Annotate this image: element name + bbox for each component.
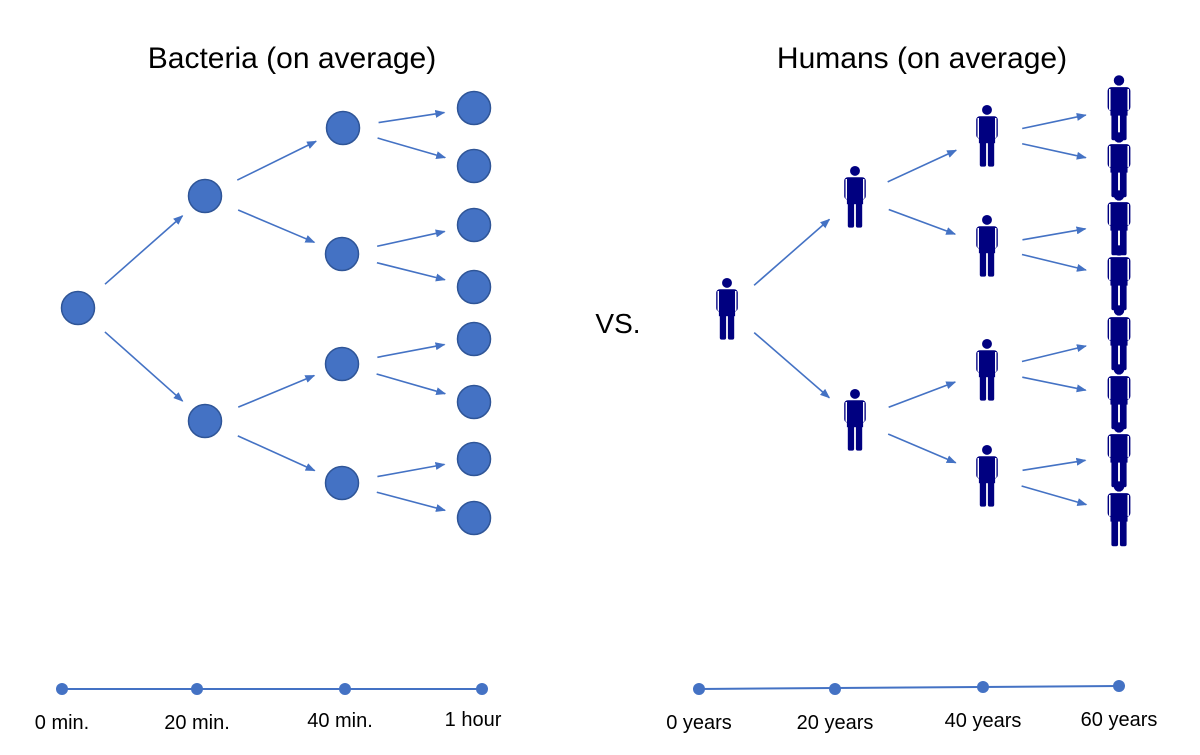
division-arrow	[377, 137, 447, 159]
division-arrow	[376, 261, 446, 282]
person-icon	[976, 214, 998, 277]
person-icon	[976, 104, 998, 167]
division-arrow	[237, 435, 316, 472]
division-arrow	[376, 229, 446, 248]
timeline-dot	[829, 683, 841, 695]
person-icon	[1107, 75, 1131, 141]
division-arrow	[887, 149, 958, 183]
humans-generation-tree	[716, 75, 1131, 547]
person-icon	[1107, 364, 1131, 430]
division-arrow	[1022, 113, 1087, 130]
division-arrow	[237, 209, 316, 244]
bacterium-icon	[456, 321, 492, 357]
person-icon	[844, 388, 866, 451]
timeline-dot	[56, 683, 68, 695]
timeline-label-1: 20 min.	[164, 712, 230, 734]
division-arrow	[104, 215, 184, 285]
division-arrow	[888, 208, 957, 235]
division-arrow	[1021, 253, 1087, 272]
bacterium-icon	[456, 269, 492, 305]
timeline-dot	[1113, 680, 1125, 692]
bacterium-icon	[456, 207, 492, 243]
division-arrow	[376, 373, 447, 396]
person-icon	[976, 444, 998, 507]
division-arrow	[1022, 376, 1087, 393]
bacterium-icon	[325, 110, 361, 146]
bacterium-icon	[324, 346, 360, 382]
timeline-label-3: 60 years	[1081, 709, 1158, 731]
division-arrow	[1021, 485, 1088, 506]
division-arrow	[1022, 226, 1087, 241]
timeline-label-2: 40 years	[945, 710, 1022, 732]
timeline-label-3: 1 hour	[445, 709, 502, 731]
division-arrow	[753, 218, 831, 286]
bacterium-icon	[324, 465, 360, 501]
timeline-label-1: 20 years	[797, 712, 874, 734]
division-arrow	[236, 140, 317, 181]
bacterium-icon	[324, 236, 360, 272]
vs-separator: VS.	[595, 308, 640, 339]
person-icon	[1107, 422, 1131, 488]
person-icon	[844, 165, 866, 228]
bacterium-icon	[60, 290, 96, 326]
timeline-dot	[977, 681, 989, 693]
bacteria-title: Bacteria (on average)	[148, 42, 437, 75]
timeline-label-0: 0 min.	[35, 712, 89, 734]
timeline-dot	[191, 683, 203, 695]
division-arrow	[888, 381, 957, 408]
person-icon	[1107, 305, 1131, 371]
division-arrow	[378, 109, 446, 124]
timeline-label-2: 40 min.	[307, 710, 373, 732]
bacterium-icon	[456, 90, 492, 126]
bacterium-icon	[456, 500, 492, 536]
timeline-dot	[693, 683, 705, 695]
person-icon	[1107, 190, 1131, 256]
division-arrow	[377, 462, 446, 478]
division-arrow	[104, 331, 184, 402]
bacterium-icon	[456, 441, 492, 477]
person-icon	[716, 277, 738, 340]
division-arrow	[887, 433, 957, 464]
bacterium-icon	[456, 384, 492, 420]
person-icon	[976, 338, 998, 401]
division-arrow	[376, 491, 446, 512]
timeline-label-0: 0 years	[666, 712, 732, 734]
bacterium-icon	[456, 148, 492, 184]
humans-title: Humans (on average)	[777, 42, 1067, 75]
bacterium-icon	[187, 403, 223, 439]
bacteria-division-tree	[60, 90, 492, 536]
division-arrow	[377, 342, 446, 359]
division-arrow	[753, 331, 831, 399]
bacterium-icon	[187, 178, 223, 214]
person-icon	[1107, 132, 1131, 198]
person-icon	[1107, 481, 1131, 547]
bacteria-timeline: 0 min. 20 min. 40 min. 1 hour	[35, 683, 502, 734]
division-arrow	[1021, 344, 1087, 363]
division-arrow	[237, 374, 316, 408]
timeline-dot	[476, 683, 488, 695]
division-arrow	[1021, 142, 1087, 160]
division-arrow	[1022, 457, 1087, 472]
humans-timeline: 0 years 20 years 40 years 60 years	[666, 680, 1157, 734]
timeline-dot	[339, 683, 351, 695]
person-icon	[1107, 245, 1131, 311]
